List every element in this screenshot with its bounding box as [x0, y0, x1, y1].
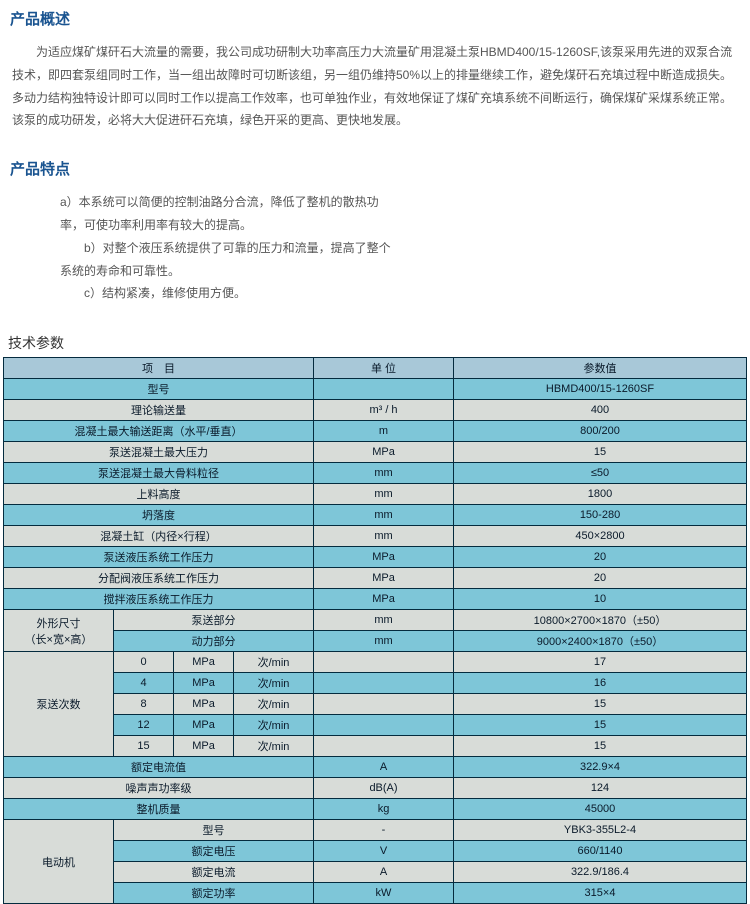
pt-u2: 次/min	[234, 736, 314, 757]
row-label: 噪声声功率级	[4, 778, 314, 799]
pt-u2: 次/min	[234, 715, 314, 736]
pt-p: 15	[114, 736, 174, 757]
row-unit: V	[314, 841, 454, 862]
overview-text: 为适应煤矿煤矸石大流量的需要，我公司成功研制大功率高压力大流量矿用混凝土泵HBM…	[0, 37, 750, 150]
pt-v: 15	[454, 736, 747, 757]
pt-u: MPa	[174, 715, 234, 736]
row-unit: MPa	[314, 589, 454, 610]
row-label: 上料高度	[4, 484, 314, 505]
row-val: 315×4	[454, 883, 747, 904]
row-label: 泵送部分	[114, 610, 314, 631]
pt-v: 15	[454, 715, 747, 736]
pt-u2: 次/min	[234, 694, 314, 715]
row-label: 额定功率	[114, 883, 314, 904]
row-label: 搅拌液压系统工作压力	[4, 589, 314, 610]
pt-u: MPa	[174, 652, 234, 673]
motor-label: 电动机	[4, 820, 114, 904]
hdr-val: 参数值	[454, 358, 747, 379]
row-val: 10800×2700×1870（±50）	[454, 610, 747, 631]
params-table: 项 目 单 位 参数值 型号 HBMD400/15-1260SF 理论输送量 m…	[3, 357, 747, 904]
row-val: 400	[454, 400, 747, 421]
row-label: 泵送液压系统工作压力	[4, 547, 314, 568]
row-val: HBMD400/15-1260SF	[454, 379, 747, 400]
row-val: ≤50	[454, 463, 747, 484]
pt-p: 12	[114, 715, 174, 736]
pt-v: 16	[454, 673, 747, 694]
row-label: 混凝土缸（内径×行程）	[4, 526, 314, 547]
row-val: 15	[454, 442, 747, 463]
row-label: 额定电流值	[4, 757, 314, 778]
row-val: 1800	[454, 484, 747, 505]
row-unit: MPa	[314, 547, 454, 568]
row-unit: mm	[314, 505, 454, 526]
overview-title: 产品概述	[0, 0, 750, 37]
row-label: 额定电流	[114, 862, 314, 883]
row-unit: kg	[314, 799, 454, 820]
row-label: 坍落度	[4, 505, 314, 526]
row-label: 分配阀液压系统工作压力	[4, 568, 314, 589]
row-val: 450×2800	[454, 526, 747, 547]
row-unit: mm	[314, 484, 454, 505]
row-unit: A	[314, 862, 454, 883]
pt-u2: 次/min	[234, 673, 314, 694]
row-unit: mm	[314, 463, 454, 484]
hdr-item: 项 目	[4, 358, 314, 379]
row-label: 额定电压	[114, 841, 314, 862]
row-label: 泵送混凝土最大骨料粒径	[4, 463, 314, 484]
pt-p: 0	[114, 652, 174, 673]
row-val: 45000	[454, 799, 747, 820]
features-list: a）本系统可以简便的控制油路分合流，降低了整机的散热功率，可使功率利用率有较大的…	[0, 187, 410, 329]
row-val: 20	[454, 547, 747, 568]
hdr-unit: 单 位	[314, 358, 454, 379]
pt-v: 15	[454, 694, 747, 715]
row-val: 20	[454, 568, 747, 589]
row-label: 动力部分	[114, 631, 314, 652]
pump-times-label: 泵送次数	[4, 652, 114, 757]
row-label: 型号	[114, 820, 314, 841]
row-unit: mm	[314, 631, 454, 652]
pt-u: MPa	[174, 673, 234, 694]
row-unit: A	[314, 757, 454, 778]
pt-p: 4	[114, 673, 174, 694]
row-label: 型号	[4, 379, 314, 400]
row-unit	[314, 379, 454, 400]
row-unit: m	[314, 421, 454, 442]
row-val: 660/1140	[454, 841, 747, 862]
dims-label: 外形尺寸 （长×宽×高）	[4, 610, 114, 652]
pt-u: MPa	[174, 694, 234, 715]
pt-u2: 次/min	[234, 652, 314, 673]
row-unit: m³ / h	[314, 400, 454, 421]
row-unit: -	[314, 820, 454, 841]
row-val: 800/200	[454, 421, 747, 442]
row-val: 10	[454, 589, 747, 610]
row-unit: kW	[314, 883, 454, 904]
row-unit: MPa	[314, 568, 454, 589]
params-title: 技术参数	[0, 329, 750, 357]
row-label: 混凝土最大输送距离（水平/垂直）	[4, 421, 314, 442]
row-val: 150-280	[454, 505, 747, 526]
pt-v: 17	[454, 652, 747, 673]
row-label: 泵送混凝土最大压力	[4, 442, 314, 463]
row-val: 9000×2400×1870（±50）	[454, 631, 747, 652]
row-label: 整机质量	[4, 799, 314, 820]
row-val: 124	[454, 778, 747, 799]
row-unit: mm	[314, 610, 454, 631]
row-unit: mm	[314, 526, 454, 547]
features-title: 产品特点	[0, 150, 750, 187]
row-unit: MPa	[314, 442, 454, 463]
row-unit: dB(A)	[314, 778, 454, 799]
row-val: 322.9/186.4	[454, 862, 747, 883]
pt-p: 8	[114, 694, 174, 715]
row-val: YBK3-355L2-4	[454, 820, 747, 841]
pt-u: MPa	[174, 736, 234, 757]
row-val: 322.9×4	[454, 757, 747, 778]
row-label: 理论输送量	[4, 400, 314, 421]
